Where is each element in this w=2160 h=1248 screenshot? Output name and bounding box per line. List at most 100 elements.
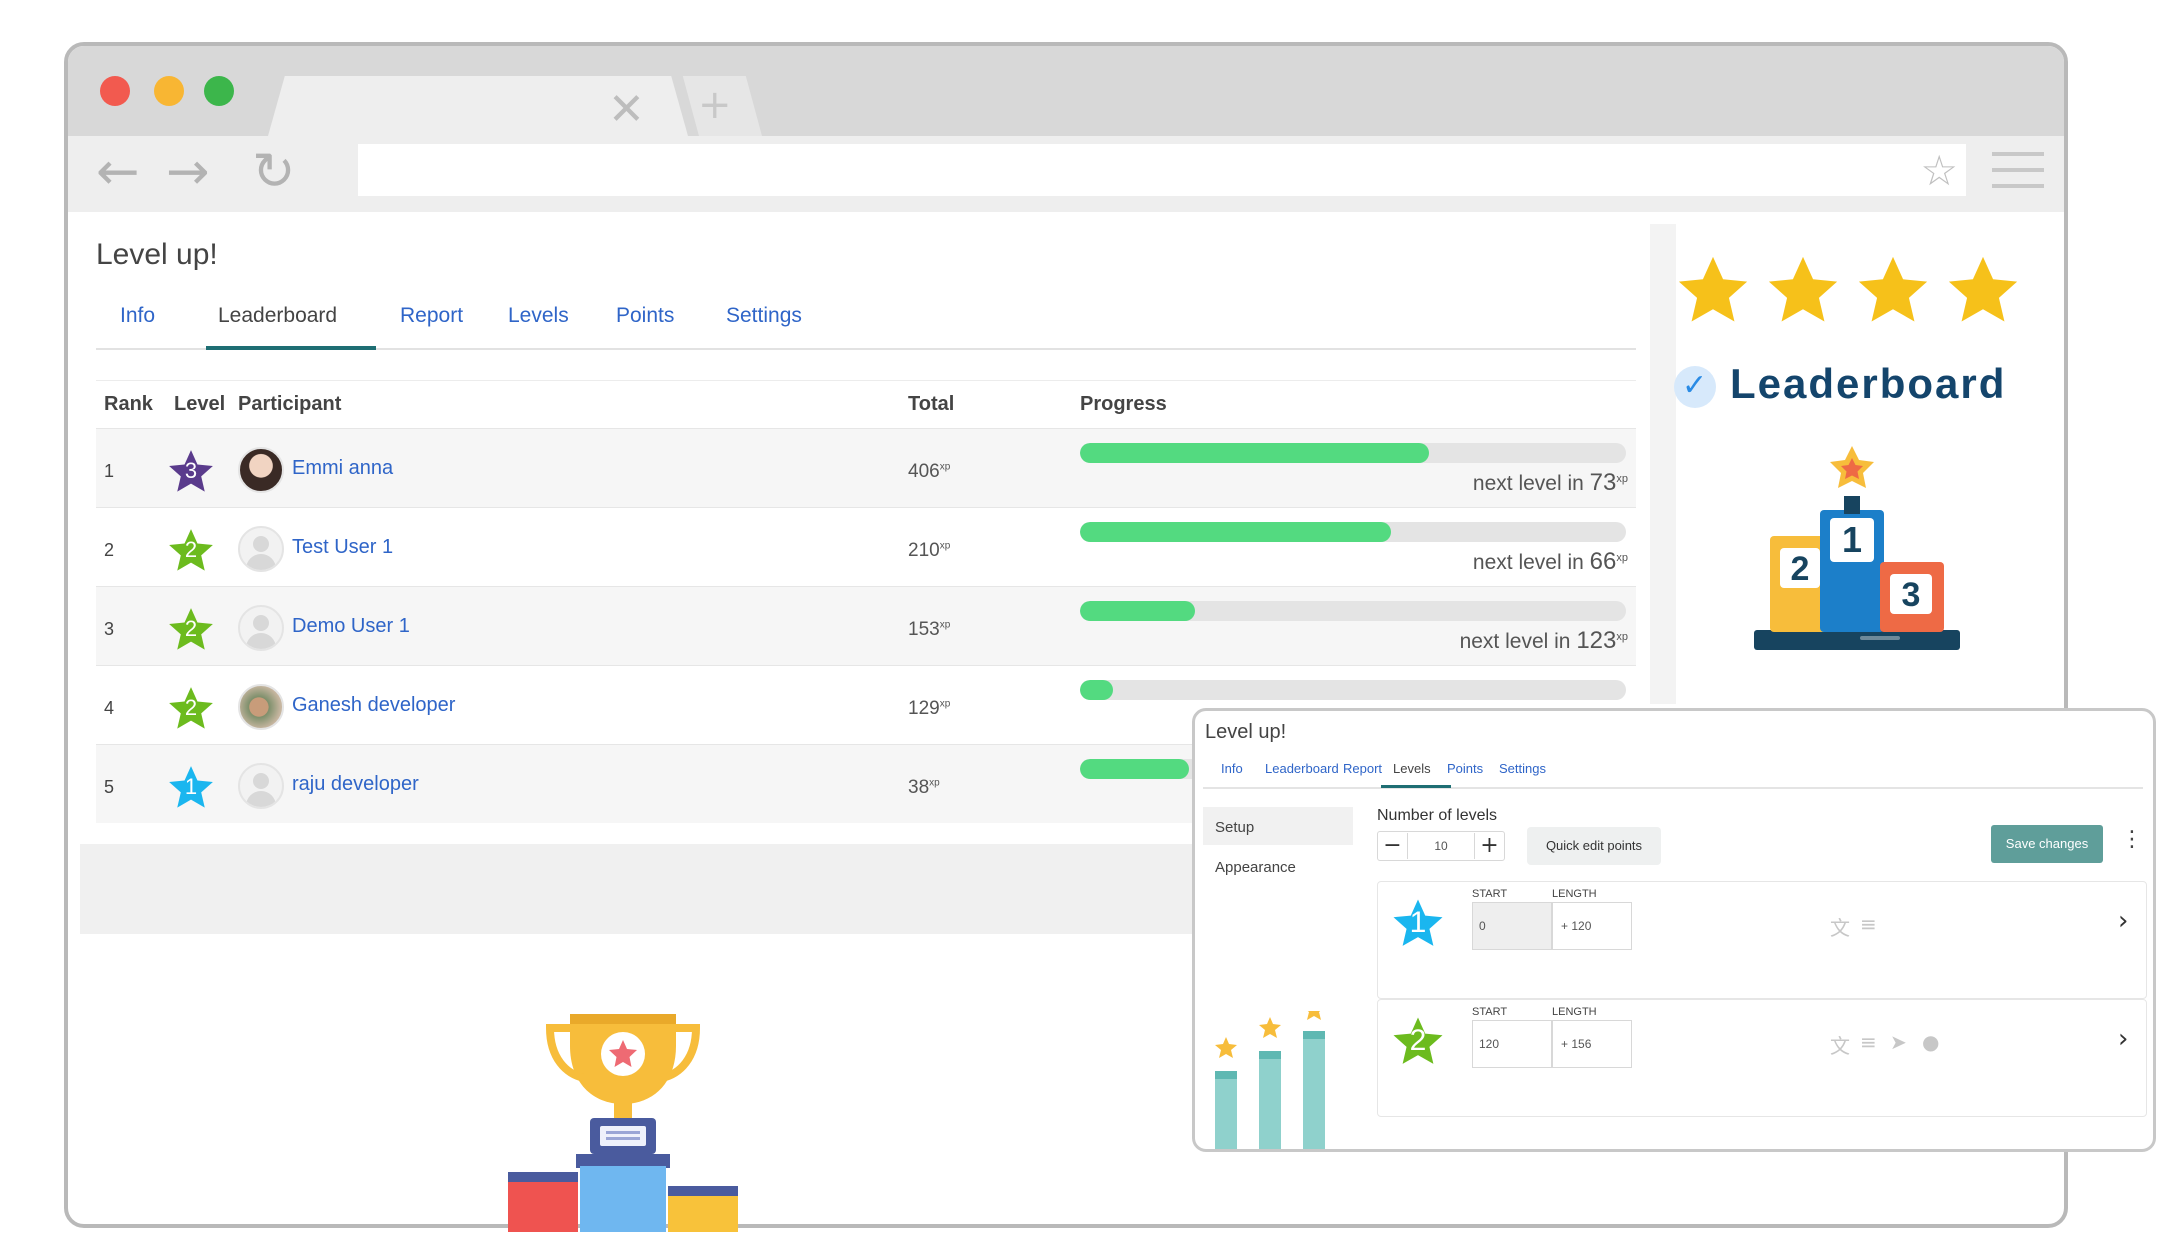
table-header: Rank Level Participant Total Progress (96, 380, 1636, 428)
number-of-levels-label: Number of levels (1377, 807, 1498, 824)
column-level: Level (174, 393, 226, 415)
level-badge-number: 2 (184, 695, 198, 720)
star-icon (1768, 256, 1838, 322)
plus-icon[interactable]: + (698, 82, 732, 128)
participant-name-link[interactable]: Demo User 1 (292, 615, 410, 637)
next-level-text: next level in 66xp (1472, 548, 1628, 575)
tab-levels[interactable]: Levels (1393, 761, 1431, 776)
tab-leaderboard[interactable]: Leaderboard (218, 304, 338, 327)
progress-fill (1080, 680, 1113, 700)
trophy-illustration (508, 1014, 738, 1232)
level-card: 1 START LENGTH 0 + 120 文 ≡ › (1377, 881, 2147, 999)
level-star-icon (169, 766, 213, 808)
length-field[interactable]: + 156 (1552, 1020, 1632, 1068)
participant-name-link[interactable]: Ganesh developer (292, 694, 456, 716)
browser-navbar: ← → ↻ ☆ (68, 136, 2064, 212)
translate-icon[interactable]: 文 (1830, 1034, 1850, 1058)
participant-name-link[interactable]: Test User 1 (292, 536, 394, 558)
levels-settings-window: Level up! Info Leaderboard Report Levels… (1192, 708, 2156, 1152)
progress-bar (1080, 522, 1626, 542)
progress-bar (1080, 443, 1626, 463)
forward-arrow-icon[interactable]: → (166, 142, 210, 202)
minimize-window-button[interactable] (154, 76, 184, 106)
maximize-window-button[interactable] (204, 76, 234, 106)
tab-report[interactable]: Report (1343, 761, 1383, 776)
address-bar[interactable]: ☆ (358, 144, 1966, 196)
podium-third-label: 3 (1902, 576, 1921, 614)
length-label: LENGTH (1552, 888, 1597, 900)
table-footer (80, 844, 1240, 934)
reload-icon[interactable]: ↻ (252, 142, 296, 202)
bookmark-star-icon[interactable]: ☆ (1920, 146, 1958, 195)
tab-leaderboard[interactable]: Leaderboard (1265, 761, 1339, 776)
increment-button[interactable]: + (1474, 833, 1504, 859)
avatar (238, 763, 284, 809)
hamburger-menu-icon[interactable] (1992, 152, 2044, 200)
send-icon[interactable]: ➤ (1890, 1030, 1907, 1054)
tab-settings[interactable]: Settings (1499, 761, 1546, 776)
sidebar-item-setup[interactable]: Setup (1203, 807, 1353, 845)
column-total: Total (908, 393, 955, 415)
star-icon (1858, 256, 1928, 322)
total-points: 406xp (908, 461, 951, 482)
start-field[interactable]: 120 (1472, 1020, 1552, 1068)
tab-info[interactable]: Info (120, 304, 156, 327)
browser-tab[interactable] (268, 76, 688, 136)
check-circle-icon[interactable]: ● (1922, 1030, 1940, 1054)
level-star-icon (169, 450, 213, 492)
chevron-right-icon[interactable]: › (2118, 906, 2129, 936)
table-row: 2 2 Test User 1 210xp next level in 66xp (96, 507, 1636, 586)
avatar (238, 605, 284, 651)
decrement-button[interactable]: − (1378, 833, 1408, 859)
level-star-icon (169, 608, 213, 650)
level-card: 2 START LENGTH 120 + 156 文 ≡ ➤ ● › (1377, 999, 2147, 1117)
number-of-levels-stepper: − 10 + (1377, 831, 1505, 861)
tab-points[interactable]: Points (1447, 761, 1484, 776)
tab-report[interactable]: Report (400, 304, 464, 327)
level-badge-number: 2 (184, 537, 198, 562)
translate-icon[interactable]: 文 (1830, 916, 1850, 940)
tab-settings[interactable]: Settings (726, 304, 802, 327)
progress-fill (1080, 522, 1392, 542)
star-icon (1948, 256, 2018, 322)
close-window-button[interactable] (100, 76, 130, 106)
level-badge-number: 1 (184, 774, 198, 799)
rank-cell: 1 (104, 461, 115, 481)
level-number: 1 (1409, 906, 1427, 939)
column-participant: Participant (238, 393, 342, 415)
back-arrow-icon[interactable]: ← (96, 142, 140, 202)
podium-illustration: 1 2 3 (1754, 446, 1960, 650)
table-row: 3 2 Demo User 1 153xp next level in 123xp (96, 586, 1636, 665)
progress-bar (1080, 601, 1626, 621)
level-badge-number: 3 (184, 458, 198, 483)
leaderboard-heading: Leaderboard (1730, 360, 2007, 407)
save-changes-button[interactable]: Save changes (1991, 825, 2103, 863)
description-icon[interactable]: ≡ (1860, 1030, 1877, 1054)
description-icon[interactable]: ≡ (1860, 912, 1877, 936)
length-field[interactable]: + 120 (1552, 902, 1632, 950)
start-label: START (1472, 888, 1508, 900)
close-tab-icon[interactable]: ✕ (608, 84, 645, 135)
page-title: Level up! (96, 238, 218, 271)
tab-levels[interactable]: Levels (508, 304, 569, 327)
total-points: 210xp (908, 540, 951, 561)
overlay-title: Level up! (1205, 721, 1287, 743)
progress-fill (1080, 443, 1430, 463)
sidebar-item-appearance[interactable]: Appearance (1215, 859, 1296, 876)
more-options-icon[interactable]: ⋮ (2121, 827, 2143, 852)
avatar (238, 684, 284, 730)
chevron-right-icon[interactable]: › (2118, 1024, 2129, 1054)
quick-edit-points-button[interactable]: Quick edit points (1527, 827, 1661, 865)
participant-name-link[interactable]: raju developer (292, 773, 419, 795)
number-of-levels-value[interactable]: 10 (1434, 839, 1448, 853)
browser-tabbar: ✕ + (68, 46, 2064, 136)
podium-first-label: 1 (1842, 519, 1862, 560)
total-points: 38xp (908, 777, 940, 798)
table-row: 4 2 Ganesh developer 129xp (96, 665, 1636, 744)
active-tab-indicator (206, 346, 376, 350)
podium-second-label: 2 (1791, 550, 1810, 588)
tab-info[interactable]: Info (1221, 761, 1243, 776)
tab-points[interactable]: Points (616, 304, 675, 327)
participant-name-link[interactable]: Emmi anna (292, 457, 394, 479)
active-tab-indicator (1381, 785, 1451, 788)
